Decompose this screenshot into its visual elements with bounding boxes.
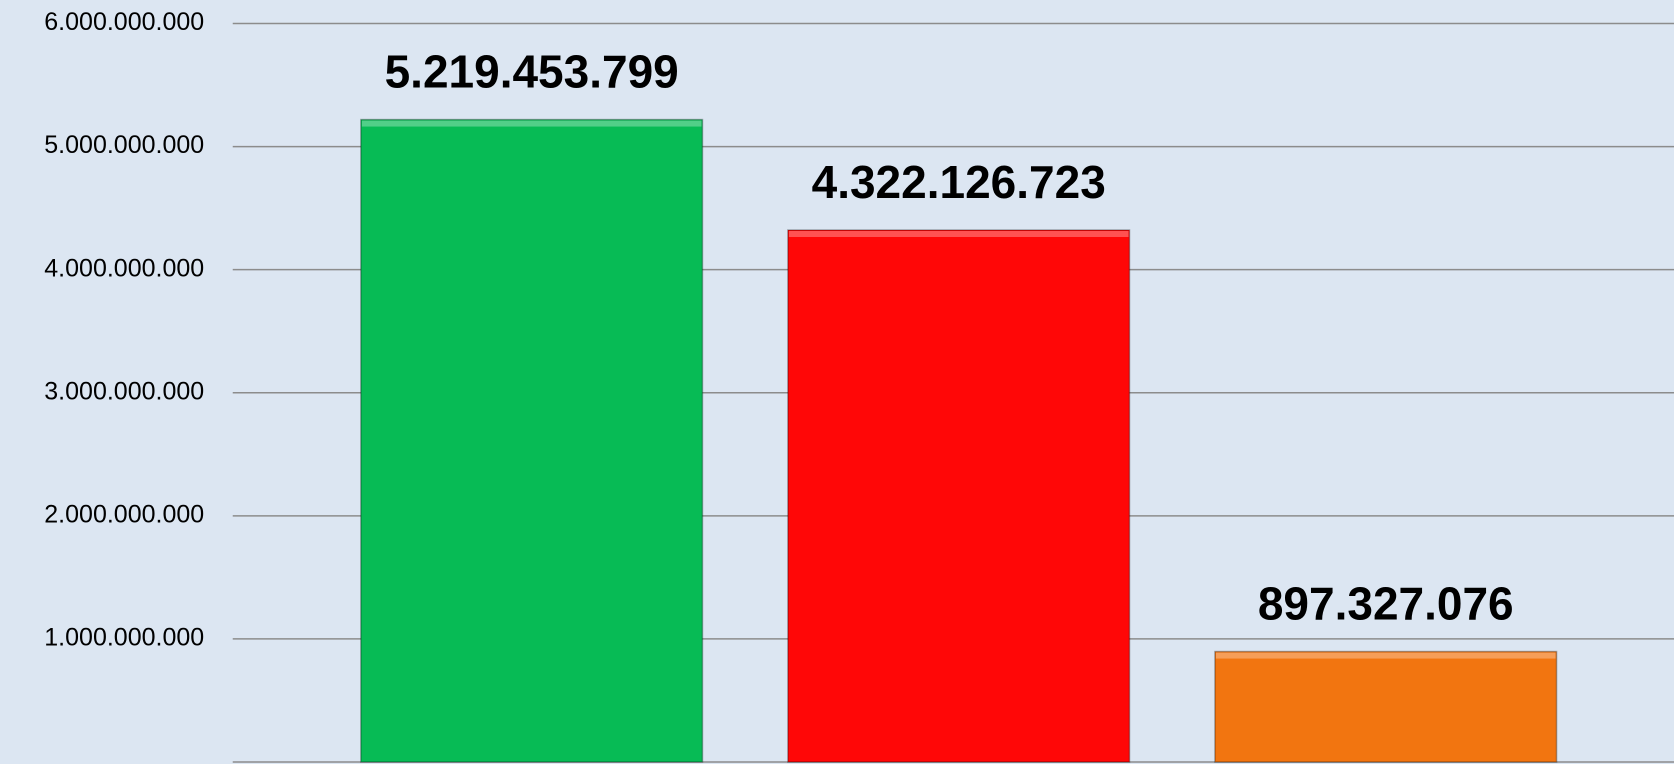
y-tick-label: 1.000.000.000 xyxy=(44,624,204,652)
value-label: 4.322.126.723 xyxy=(812,156,1106,208)
y-tick-label: 2.000.000.000 xyxy=(44,500,204,528)
y-tick-label: 4.000.000.000 xyxy=(44,254,204,282)
bar xyxy=(360,118,704,763)
y-tick-label: 5.000.000.000 xyxy=(44,131,204,159)
y-tick-label: 6.000.000.000 xyxy=(44,8,204,36)
bar xyxy=(787,229,1131,763)
bar-bevel xyxy=(1215,652,1556,659)
bar-bevel xyxy=(361,120,702,127)
y-tick-label: 3.000.000.000 xyxy=(44,377,204,405)
value-label: 5.219.453.799 xyxy=(385,46,679,98)
bar-bevel xyxy=(788,231,1129,238)
bar xyxy=(1214,650,1558,763)
value-label: 897.327.076 xyxy=(1258,578,1514,630)
